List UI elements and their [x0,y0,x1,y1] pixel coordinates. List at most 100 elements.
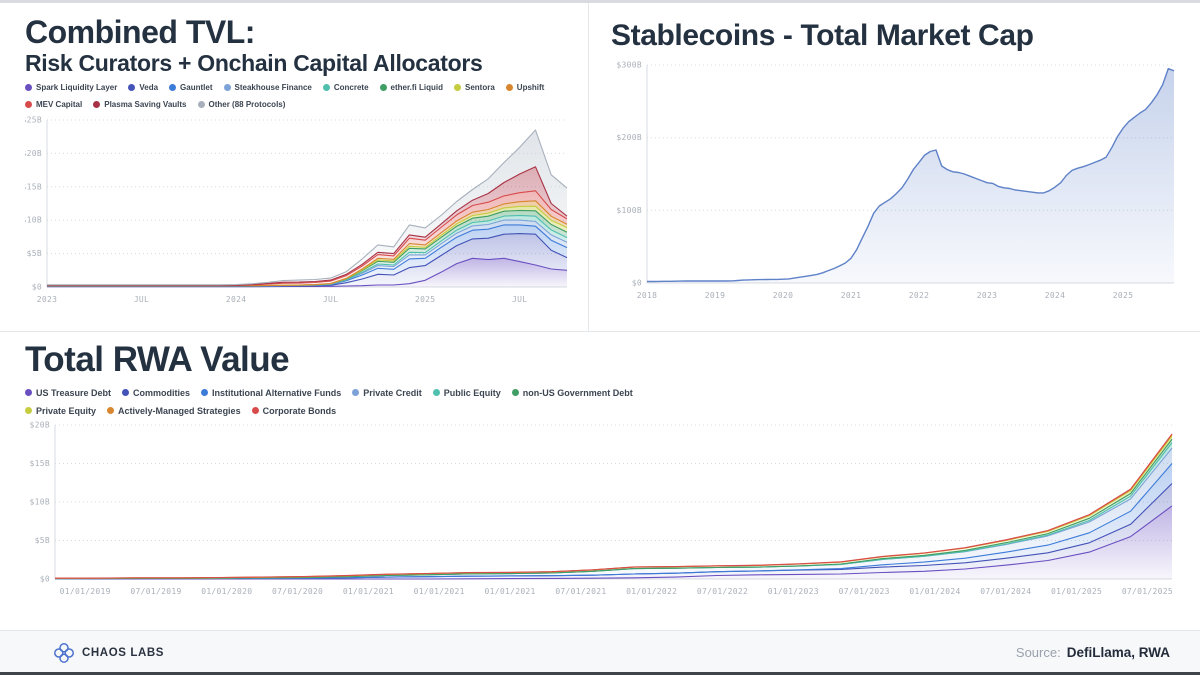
x-tick-label: 01/01/2023 [768,587,819,596]
x-tick-label: 01/01/2024 [909,587,960,596]
line-other-88-protocols [47,129,568,286]
legend-item-ether-fi-liquid: ether.fi Liquid [379,82,443,92]
legend-item-private-credit: Private Credit [352,388,422,398]
legend-dot-icon [25,389,32,397]
legend-label: Gauntlet [180,82,213,92]
x-tick-label: 2020 [773,291,793,300]
legend-dot-icon [201,389,209,397]
legend-item-public-equity: Public Equity [432,388,501,398]
legend-label: Other (88 Protocols) [208,99,286,109]
chaos-labs-logo-icon [54,642,74,663]
legend-label: Spark Liquidity Layer [36,82,118,92]
legend-dot-icon [197,100,205,108]
panel-combined-tvl: Combined TVL: Risk Curators + Onchain Ca… [0,3,589,331]
legend-dot-icon [251,407,259,415]
x-tick-label: 2021 [841,291,861,300]
legend-label: non-US Government Debt [522,387,633,398]
legend-item-corporate-bonds: Corporate Bonds [251,405,337,416]
y-tick-label: $100B [616,206,642,215]
area-mev-capital [47,190,567,286]
area-us-treasure-debt [55,505,1172,579]
legend-dot-icon [505,83,513,91]
legend-dot-icon [454,83,461,91]
tvl-subtitle: Risk Curators + Onchain Capital Allocato… [25,49,483,76]
y-tick-label: $5B [27,249,42,258]
x-tick-label: 01/01/2021 [485,587,536,596]
chart-svg-tvl: $0 $5B $10B $15B $20B $25B 2023 JUL 2024 JUL 2025 J… [22,115,568,304]
legend-dot-icon [107,407,115,415]
line-total-market-cap [647,67,1175,283]
legend-dot-icon [25,407,32,415]
x-tick-label: 2022 [909,291,929,300]
legend-item-institutional-alternative-funds: Institutional Alternative Funds [201,388,341,398]
x-tick-label: 2024 [1045,291,1065,300]
chart-svg-rwa: $0 $5B $10B $15B $20B 01/01/2019 07/01/2019 01/… [30,420,1173,596]
legend-dot-icon [379,83,387,91]
y-tick-label: $0 [32,282,42,291]
rwa-title: Total RWA Value [25,340,290,379]
y-tick-label: $15B [25,182,42,191]
legend-item-actively-managed-strategies: Actively-Managed Strategies [107,406,241,416]
legend-item-private-equity: Private Equity [25,406,96,416]
x-tick-label: JUL [512,295,527,304]
rwa-legend: US Treasure Debt Commodities Institutional… [25,388,1145,416]
x-tick-label: 2024 [226,295,246,304]
legend-dot-icon [93,100,101,108]
x-tick-label: 01/01/2020 [201,587,252,596]
x-tick-label: JUL [134,295,149,304]
x-tick-label: JUL [323,295,338,304]
legend-item-spark-liquidity-layer: Spark Liquidity Layer [25,83,117,92]
x-tick-label: 01/01/2019 [60,587,111,596]
x-tick-label: 01/01/2021 [343,587,394,596]
x-tick-label: 07/01/2021 [555,587,606,596]
tvl-chart: $0 $5B $10B $15B $20B $25B 2023 JUL 2024 JUL 2025 J… [22,112,588,317]
stablecoins-title: Stablecoins - Total Market Cap [611,19,1034,52]
x-tick-label: 2023 [37,295,57,304]
legend-label: Actively-Managed Strategies [118,405,241,416]
legend-item-veda: Veda [128,83,158,92]
area-plasma-saving-vaults [47,166,567,286]
legend-label: Commodities [133,387,191,398]
y-tick-label: $10B [30,497,50,506]
stablecoins-chart: $0 $100B $200B $300B 2018 2019 2020 2021 2022 202… [611,55,1200,310]
x-tick-label: 07/01/2024 [980,587,1031,596]
legend-dot-icon [122,389,130,397]
rwa-chart: $0 $5B $10B $15B $20B 01/01/2019 07/01/2019 01/… [25,419,1200,610]
legend-dot-icon [169,83,177,91]
legend-label: Upshift [516,82,545,92]
legend-dot-icon [322,83,330,91]
x-tick-label: 07/01/2023 [839,587,890,596]
x-tick-label: 2023 [977,291,997,300]
x-tick-label: 01/01/2025 [1051,587,1102,596]
legend-label: Corporate Bonds [262,405,337,416]
legend-dot-icon [352,389,360,397]
legend-dot-icon [25,100,32,108]
x-tick-label: 01/01/2022 [626,587,677,596]
y-tick-label: $0 [40,574,50,583]
y-tick-label: $20B [25,149,42,158]
area-veda [47,233,567,287]
tvl-legend: Spark Liquidity Layer Veda Gauntlet Steakho… [25,83,575,109]
legend-item-other-88-protocols: Other (88 Protocols) [197,99,286,109]
legend-item-upshift: Upshift [505,82,545,92]
y-tick-label: $300B [616,61,642,70]
legend-label: Institutional Alternative Funds [212,387,342,398]
area-spark-liquidity-layer [47,258,567,287]
legend-item-us-treasure-debt: US Treasure Debt [25,388,111,398]
legend-item-steakhouse-finance: Steakhouse Finance [223,83,312,92]
brand: CHAOS LABS [54,642,164,663]
chart-svg-stablecoins: $0 $100B $200B $300B 2018 2019 2020 2021 2022 202… [616,61,1175,300]
y-tick-label: $15B [30,459,50,468]
x-tick-label: 07/01/2020 [272,587,323,596]
legend-label: Plasma Saving Vaults [104,99,187,109]
legend-dot-icon [432,389,440,397]
x-tick-label: 07/01/2025 [1122,587,1173,596]
legend-label: ether.fi Liquid [390,82,443,92]
x-tick-label: 07/01/2022 [697,587,748,596]
legend-dot-icon [223,83,231,91]
x-tick-label: 2025 [415,295,435,304]
y-tick-label: $0 [632,279,642,288]
y-tick-label: $200B [616,133,642,142]
panel-rwa: Total RWA Value US Treasure Debt Commodit… [0,332,1200,630]
